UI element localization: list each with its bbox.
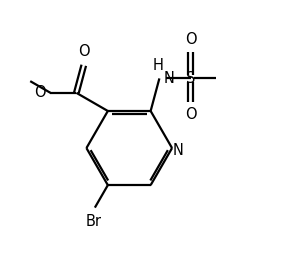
Text: O: O	[78, 44, 90, 59]
Text: O: O	[185, 108, 196, 122]
Text: Br: Br	[85, 214, 102, 229]
Text: N: N	[172, 143, 183, 158]
Text: N: N	[163, 71, 174, 86]
Text: S: S	[186, 71, 195, 86]
Text: O: O	[185, 32, 196, 47]
Text: H: H	[153, 58, 164, 73]
Text: O: O	[34, 85, 46, 100]
